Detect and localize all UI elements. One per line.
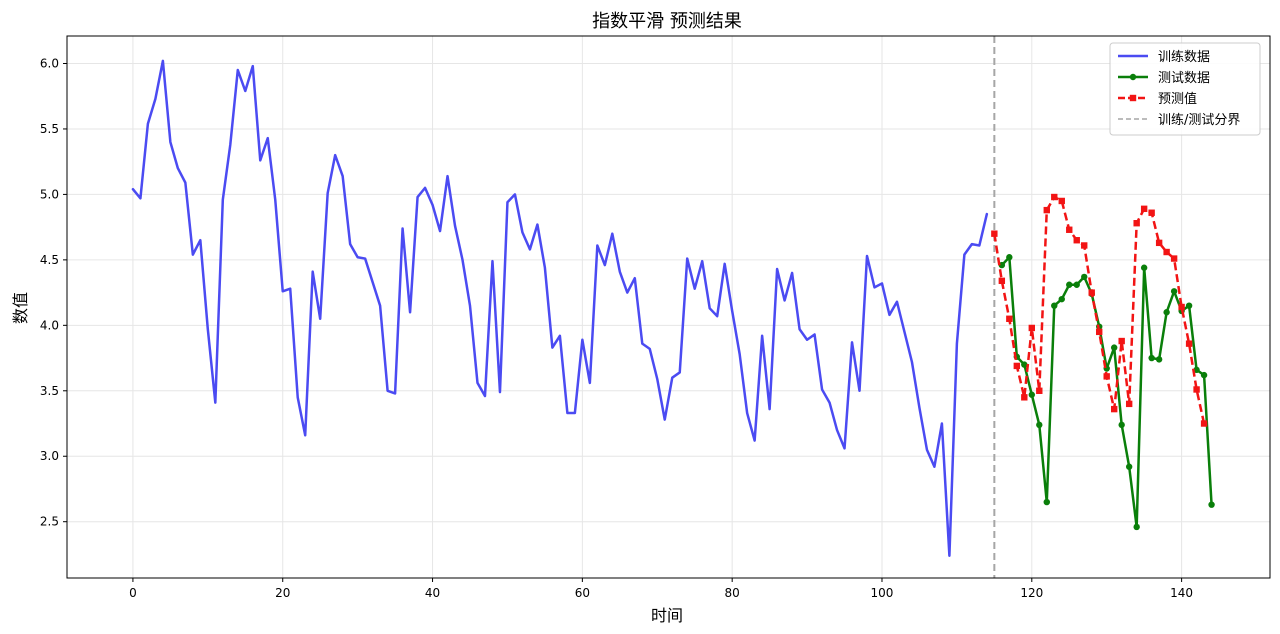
- y-tick-label: 6.0: [40, 56, 59, 70]
- data-point: [1051, 302, 1058, 309]
- data-point: [1140, 264, 1148, 271]
- data-point: [1140, 205, 1148, 213]
- x-tick-label: 0: [129, 586, 137, 600]
- data-point: [1073, 237, 1080, 244]
- x-axis-title: 时间: [651, 606, 683, 625]
- data-point: [1096, 328, 1103, 336]
- plot-frame: [66, 35, 1271, 579]
- x-tick-label: 60: [575, 586, 590, 600]
- data-point: [1148, 209, 1155, 216]
- data-point: [1193, 366, 1200, 374]
- series-line: [131, 59, 989, 557]
- data-point: [1200, 371, 1208, 379]
- data-point: [1103, 373, 1110, 380]
- legend-label: 预测值: [1158, 91, 1197, 107]
- data-point: [1066, 281, 1073, 288]
- y-tick-label: 3.0: [40, 449, 59, 463]
- y-tick-label: 5.5: [40, 122, 59, 136]
- series-1: [998, 254, 1215, 531]
- data-point: [1170, 288, 1178, 295]
- legend-box: [1109, 42, 1261, 136]
- series-2: [991, 193, 1208, 427]
- data-point: [1006, 315, 1013, 322]
- legend-label: 测试数据: [1158, 71, 1210, 86]
- y-tick-label: 4.0: [40, 318, 59, 332]
- data-point: [1163, 248, 1170, 256]
- data-point: [1155, 356, 1163, 363]
- legend-label: 训练/测试分界: [1158, 113, 1240, 128]
- data-point: [1021, 394, 1028, 401]
- legend-marker: [1129, 73, 1137, 81]
- x-tick-label: 20: [275, 586, 290, 600]
- data-point: [1066, 226, 1073, 233]
- data-point: [1036, 387, 1043, 394]
- y-tick-label: 3.5: [40, 384, 59, 398]
- data-point: [1125, 400, 1133, 408]
- data-point: [1043, 206, 1050, 214]
- data-point: [1208, 501, 1215, 508]
- data-point: [998, 277, 1006, 285]
- x-tick-label: 40: [425, 586, 440, 600]
- data-point: [1051, 193, 1058, 201]
- data-point: [1148, 354, 1155, 362]
- data-point: [1036, 421, 1043, 429]
- y-tick-label: 5.0: [40, 187, 59, 201]
- y-axis-title: 数值: [11, 292, 30, 324]
- series-layer: [131, 36, 1215, 578]
- data-point: [1185, 340, 1193, 347]
- series-0: [131, 59, 989, 557]
- data-point: [1021, 361, 1028, 368]
- axes: 0 20 40 60 80 100 120 140 2.5 3.0 3.5 4.0 4.5 5.0 5.5 6…: [40, 35, 1271, 600]
- data-point: [1185, 302, 1193, 309]
- data-point: [1073, 281, 1080, 288]
- data-point: [1028, 324, 1035, 332]
- data-point: [1178, 303, 1185, 311]
- data-point: [1081, 242, 1088, 249]
- data-point: [1155, 239, 1163, 247]
- data-point: [1110, 344, 1118, 351]
- data-point: [1013, 362, 1021, 370]
- data-point: [1133, 523, 1140, 531]
- data-point: [1170, 255, 1178, 262]
- x-tick-label: 100: [871, 586, 894, 600]
- data-point: [1043, 498, 1050, 506]
- data-point: [1110, 405, 1118, 413]
- data-point: [1118, 337, 1125, 345]
- data-point: [1125, 463, 1133, 470]
- data-point: [1133, 220, 1140, 227]
- plot-area: [67, 36, 1270, 578]
- data-point: [1088, 289, 1095, 296]
- data-point: [1081, 273, 1088, 281]
- data-point: [1028, 391, 1035, 398]
- data-point: [1058, 197, 1065, 205]
- y-tick-label: 4.5: [40, 253, 59, 267]
- legend-label: 训练数据: [1158, 50, 1210, 65]
- x-tick-label: 80: [725, 586, 740, 600]
- data-point: [1163, 309, 1170, 316]
- data-point: [1193, 386, 1200, 393]
- data-point: [1118, 421, 1125, 429]
- y-tick-label: 2.5: [40, 515, 59, 529]
- x-tick-label: 140: [1170, 586, 1193, 600]
- plot-background: [67, 36, 1270, 578]
- x-tick-label: 120: [1020, 586, 1043, 600]
- data-point: [991, 230, 998, 237]
- chart-title: 指数平滑 预测结果: [592, 11, 742, 32]
- data-point: [1006, 254, 1013, 261]
- data-point: [1200, 420, 1208, 427]
- data-point: [1058, 295, 1065, 303]
- legend-marker: [1129, 94, 1137, 102]
